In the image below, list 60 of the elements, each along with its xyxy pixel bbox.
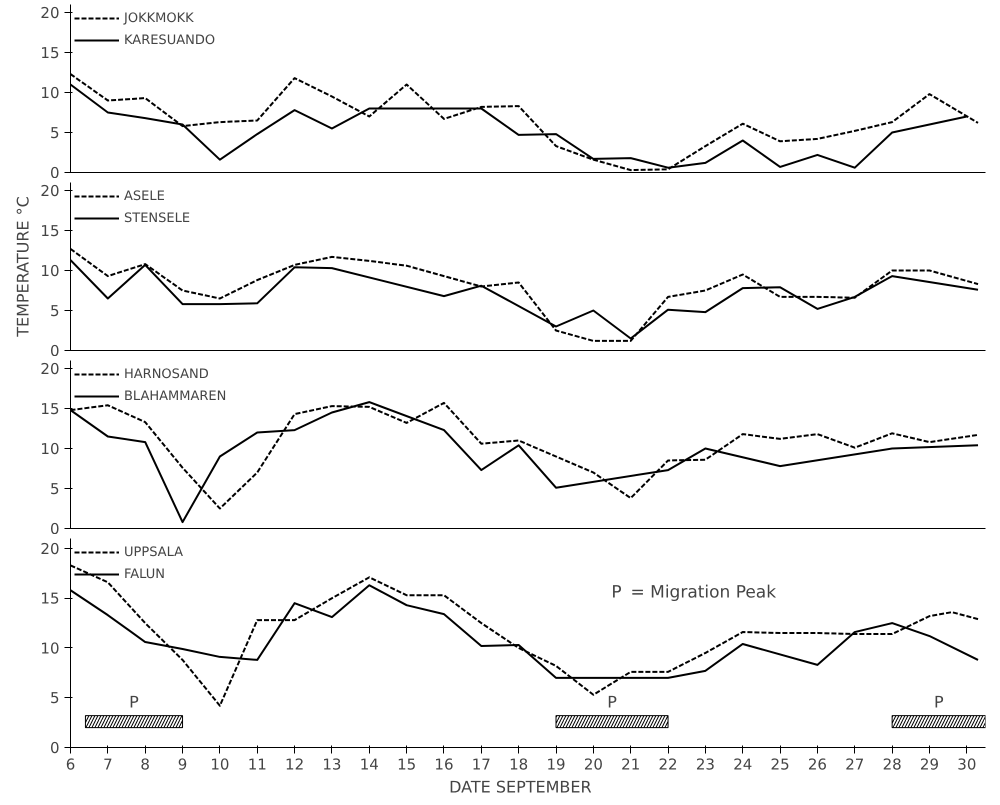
x-tick-label: 29 [920,756,940,774]
x-tick-label: 24 [733,756,752,774]
y-tick-label: 5 [50,124,60,142]
x-tick-label: 21 [621,756,640,774]
x-tick-label: 23 [696,756,715,774]
legend-label: STENSELE [124,210,190,226]
x-tick-label: 9 [178,756,188,774]
legend-label: UPPSALA [124,544,184,560]
y-tick-label: 20 [40,540,60,558]
annotation: = Migration Peak [630,582,776,602]
y-tick-label: 5 [50,480,60,498]
band-label: P [607,692,618,712]
x-tick-label: 17 [472,756,491,774]
x-axis-title: DATE SEPTEMBER [449,778,592,796]
x-tick-label: 26 [808,756,827,774]
legend-label: ASELE [124,188,165,204]
y-tick-label: 10 [40,639,60,658]
y-axis-title: TEMPERATURE °C [13,196,32,338]
x-tick-label: 6 [66,756,76,774]
x-tick-label: 18 [509,756,528,774]
y-tick-label: 10 [40,84,60,102]
legend-label: KARESUANDO [124,32,216,48]
legend-label: FALUN [124,566,166,582]
y-tick-label: 0 [50,739,60,757]
y-tick-label: 5 [50,302,60,320]
x-tick-label: 20 [584,756,603,774]
y-tick-label: 10 [40,440,60,458]
y-tick-label: 0 [50,342,60,360]
x-tick-label: 15 [397,756,416,774]
band-label: P [934,692,944,712]
x-tick-label: 28 [882,756,902,774]
legend-label: BLAHAMMAREN [124,388,226,404]
y-tick-label: 20 [40,4,60,22]
x-tick-label: 25 [770,756,790,774]
legend-label: JOKKMOKK [124,10,194,26]
y-tick-label: 10 [40,262,60,280]
x-tick-label: 22 [658,756,678,774]
y-tick-label: 15 [40,44,60,62]
y-tick-label: 20 [40,182,60,200]
x-tick-label: 11 [248,756,267,774]
x-tick-label: 19 [546,756,566,774]
x-tick-label: 30 [957,756,976,774]
x-tick-label: 8 [140,756,150,774]
y-tick-label: 5 [50,689,60,708]
y-tick-label: 20 [40,360,60,378]
y-tick-label: 0 [50,164,60,182]
y-tick-label: 0 [50,520,60,538]
band-label: P [129,692,140,712]
x-tick-label: 7 [103,756,113,774]
x-tick-label: 16 [434,756,454,774]
legend-label: HARNOSAND [124,366,209,382]
y-tick-label: 15 [40,590,60,608]
x-tick-label: 14 [360,756,379,774]
text: P [611,582,622,602]
y-tick-label: 15 [40,400,60,418]
x-tick-label: 13 [322,756,342,774]
x-tick-label: 27 [845,756,864,774]
y-tick-label: 15 [40,222,60,240]
x-tick-label: 10 [210,756,230,774]
x-tick-label: 12 [285,756,304,774]
